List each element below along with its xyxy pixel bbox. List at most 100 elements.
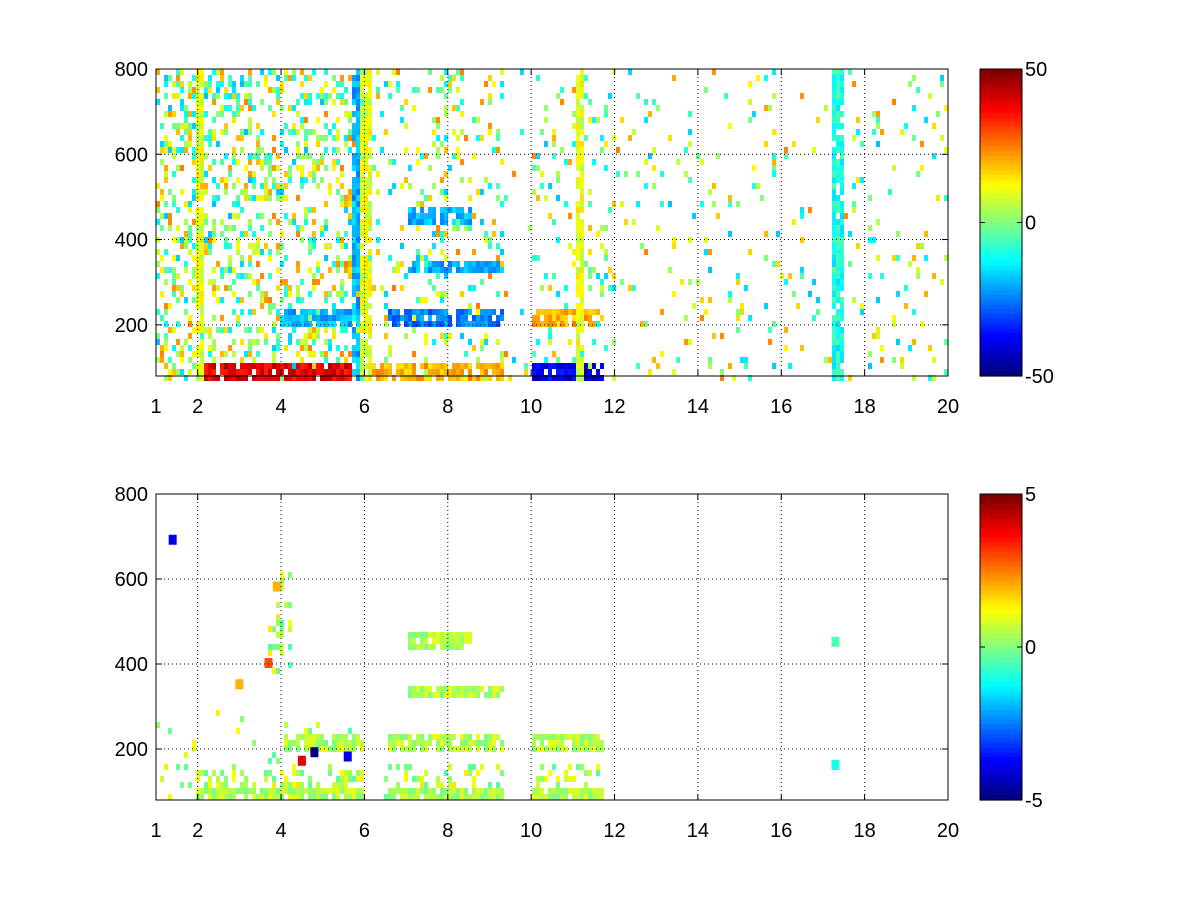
heat-cell [204,788,208,794]
heat-cell [388,734,392,740]
heat-cell [200,770,204,776]
heat-cell [300,770,304,776]
heat-cell [364,345,368,351]
heat-cell [556,93,560,99]
heat-cell [224,369,228,375]
heat-cell [540,183,544,189]
heat-cell [568,776,572,782]
heat-cell [304,309,308,315]
heat-cell [332,147,336,153]
heat-cell [360,291,364,297]
heat-cell [848,231,852,237]
heat-cell [236,177,240,183]
heat-cell [860,177,864,183]
heat-cell [356,159,360,165]
heat-cell [604,345,608,351]
heat-cell [356,183,360,189]
heat-cell [244,81,248,87]
heat-cell [248,171,252,177]
heat-cell [364,285,368,291]
heat-cell [580,243,584,249]
heat-cell [364,195,368,201]
heat-cell [388,315,392,321]
heat-cell [336,291,340,297]
heat-cell [432,129,436,135]
heat-cell [564,776,568,782]
heat-cell [384,303,388,309]
heat-cell [564,159,568,165]
heat-cell [212,291,216,297]
heat-cell [232,363,236,369]
heat-cell [832,375,836,381]
heat-cell [460,219,464,225]
heat-cell [276,93,280,99]
heat-cell [840,351,844,357]
heat-cell [428,369,432,375]
heat-cell [212,267,216,273]
heat-cell [288,626,292,632]
heat-cell [276,243,280,249]
heat-cell [580,345,584,351]
heat-cell [532,351,536,357]
heat-cell [368,201,372,207]
heat-cell [320,177,324,183]
heat-cell [264,81,268,87]
heat-cell [832,369,836,375]
colorbar-swatch [980,131,1022,137]
heat-cell [492,321,496,327]
heat-cell [428,692,432,698]
heat-cell [832,99,836,105]
heat-cell [480,261,484,267]
heat-cell [232,111,236,117]
heat-cell [476,686,480,692]
heat-cell [252,171,256,177]
heat-cell [540,740,544,746]
heat-cell [836,87,840,93]
heat-cell [588,794,592,800]
heat-cell [588,315,592,321]
heat-cell [340,782,344,788]
heat-cell [932,123,936,129]
heat-cell [836,123,840,129]
heat-cell [180,291,184,297]
heat-cell [364,261,368,267]
heat-cell [280,644,284,650]
heat-cell [260,225,264,231]
heat-cell [232,87,236,93]
heat-cell [172,201,176,207]
heat-cell [840,201,844,207]
heat-cell [496,321,500,327]
heat-cell [384,333,388,339]
heat-cell [480,315,484,321]
heat-cell [432,734,436,740]
heat-cell [300,153,304,159]
heat-cell [356,75,360,81]
heat-cell [228,285,232,291]
heat-cell [836,339,840,345]
heat-cell [436,782,440,788]
heat-cell [180,165,184,171]
heat-cell [336,788,340,794]
heat-cell [448,734,452,740]
heat-cell [832,87,836,93]
heat-cell [204,171,208,177]
heat-cell [284,375,288,381]
heat-cell [392,315,396,321]
heat-cell [412,375,416,381]
heat-cell [208,249,212,255]
colorbar-swatch [980,656,1022,662]
heat-cell [196,213,200,219]
heat-cell [824,357,828,363]
heat-cell [360,776,364,782]
heat-cell [348,363,352,369]
heat-cell [280,81,284,87]
heat-cell [156,273,160,279]
heat-cell [432,141,436,147]
heat-cell [560,369,564,375]
heat-cell [260,303,264,309]
heat-cell [188,225,192,231]
heat-cell [208,141,212,147]
heat-cell [184,297,188,303]
heat-cell [836,117,840,123]
